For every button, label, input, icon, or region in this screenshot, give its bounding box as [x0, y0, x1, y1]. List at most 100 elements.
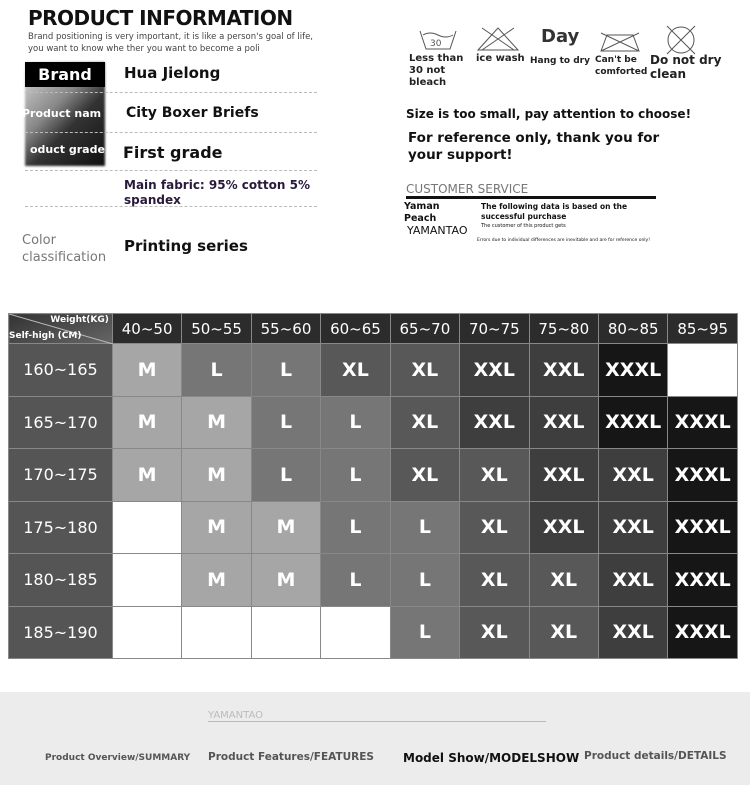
height-axis-label: Self-high (CM)	[9, 331, 82, 341]
size-cell: L	[389, 605, 461, 659]
size-cell: XXL	[528, 500, 599, 554]
page-title: PRODUCT INFORMATION	[28, 6, 293, 30]
weight-header: 55~60	[250, 313, 322, 344]
size-cell: M	[181, 448, 252, 502]
cs-text3: Errors due to individual differences are…	[477, 238, 651, 243]
footer-brand: YAMANTAO	[208, 710, 546, 722]
size-cell	[111, 500, 183, 554]
size-cell	[111, 605, 183, 659]
product-name-value: City Boxer Briefs	[126, 105, 259, 121]
weight-header: 75~80	[528, 313, 599, 344]
size-cell: L	[250, 343, 322, 397]
nav-features[interactable]: Product Features/FEATURES	[208, 751, 374, 763]
size-cell: XL	[389, 343, 461, 397]
color-value: Printing series	[124, 237, 248, 255]
size-cell: XXXL	[667, 448, 738, 502]
care-label: Less than 30 not bleach	[409, 53, 464, 88]
size-chart: Weight(KG) Self-high (CM) 40~50 50~55 55~60…	[8, 313, 738, 659]
size-cell: L	[320, 500, 391, 554]
weight-header: 70~75	[459, 313, 530, 344]
size-cell: XL	[459, 553, 530, 607]
size-cell: XXL	[459, 395, 530, 449]
cs-text1: The following data is based on the succe…	[481, 202, 628, 221]
cs-brand: Yaman Peach YAMANTAO	[404, 201, 468, 237]
height-header: 185~190	[8, 605, 113, 659]
size-cell	[320, 605, 391, 659]
size-cell: L	[250, 448, 322, 502]
size-row: 160~165 M L L XL XL XXL XXL XXXL	[8, 343, 738, 397]
size-cell: XXXL	[597, 343, 669, 397]
weight-header: 40~50	[111, 313, 183, 344]
height-header: 170~175	[8, 448, 113, 502]
weight-header: 85~95	[667, 313, 738, 344]
size-cell: M	[250, 500, 322, 554]
weight-header: 50~55	[181, 313, 252, 344]
brand-value: Hua Jielong	[124, 64, 221, 82]
size-warning: Size is too small, pay attention to choo…	[406, 107, 692, 121]
weight-header: 60~65	[320, 313, 391, 344]
size-cell: M	[111, 343, 183, 397]
cs-brand-line: YAMANTAO	[407, 224, 468, 237]
size-cell: XXXL	[667, 553, 738, 607]
product-grade-label: oduct grade	[30, 143, 105, 156]
size-cell: M	[181, 395, 252, 449]
size-cell: XL	[459, 605, 530, 659]
nav-modelshow[interactable]: Model Show/MODELSHOW	[403, 751, 580, 765]
weight-axis-label: Weight(KG)	[50, 315, 109, 325]
size-cell	[250, 605, 322, 659]
size-cell: L	[320, 448, 391, 502]
size-cell: XXL	[528, 343, 599, 397]
size-cell: XL	[459, 500, 530, 554]
care-label: Hang to dry	[530, 56, 590, 66]
size-cell: XXL	[459, 343, 530, 397]
size-cell	[667, 343, 738, 397]
footer	[0, 692, 750, 785]
cs-brand-line: Yaman	[404, 201, 440, 212]
divider	[25, 132, 317, 133]
size-cell: XXL	[597, 500, 669, 554]
size-cell: L	[181, 343, 252, 397]
reference-note: For reference only, thank you for your s…	[408, 130, 660, 163]
no-bleach-icon	[476, 27, 520, 51]
size-cell: M	[250, 553, 322, 607]
day-text: Day	[541, 26, 580, 47]
fabric-value: Main fabric: 95% cotton 5% spandex	[124, 178, 310, 207]
wash-30-icon: 30	[419, 30, 457, 50]
size-cell: M	[181, 553, 252, 607]
size-cell: XXXL	[667, 395, 738, 449]
divider	[25, 92, 317, 93]
care-label: ice wash	[476, 53, 525, 64]
height-header: 175~180	[8, 500, 113, 554]
size-row: 165~170 M M L L XL XXL XXL XXXL XXXL	[8, 395, 738, 449]
nav-summary[interactable]: Product Overview/SUMMARY	[45, 753, 191, 763]
brand-label: Brand	[25, 62, 105, 87]
size-cell: XXXL	[667, 500, 738, 554]
color-label: Color classification	[22, 233, 107, 265]
divider	[25, 170, 317, 171]
size-cell: XXL	[597, 553, 669, 607]
customer-service-title: CUSTOMER SERVICE	[406, 182, 656, 199]
size-cell: L	[389, 500, 461, 554]
size-cell: L	[250, 395, 322, 449]
nav-details[interactable]: Product details/DETAILS	[584, 750, 727, 762]
no-dry-clean-icon	[666, 25, 696, 55]
size-cell: XL	[528, 553, 599, 607]
cs-text2: The customer of this product gets	[481, 223, 566, 229]
size-cell: XXXL	[597, 395, 669, 449]
product-grade-value: First grade	[123, 143, 223, 162]
size-row: 175~180 M M L L XL XXL XXL XXXL	[8, 500, 738, 554]
size-cell: XL	[528, 605, 599, 659]
page-subtitle: Brand positioning is very important, it …	[28, 32, 313, 54]
weight-header: 80~85	[597, 313, 669, 344]
wash-temp: 30	[430, 39, 442, 49]
size-cell: M	[111, 395, 183, 449]
no-iron-icon	[600, 32, 640, 52]
size-cell: M	[181, 500, 252, 554]
size-cell: XXL	[528, 448, 599, 502]
size-row: 170~175 M M L L XL XL XXL XXL XXXL	[8, 448, 738, 502]
size-cell: L	[389, 553, 461, 607]
size-cell: XL	[389, 395, 461, 449]
size-cell	[111, 553, 183, 607]
size-row: 185~190 L XL XL XXL XXXL	[8, 605, 738, 659]
size-cell: XL	[459, 448, 530, 502]
